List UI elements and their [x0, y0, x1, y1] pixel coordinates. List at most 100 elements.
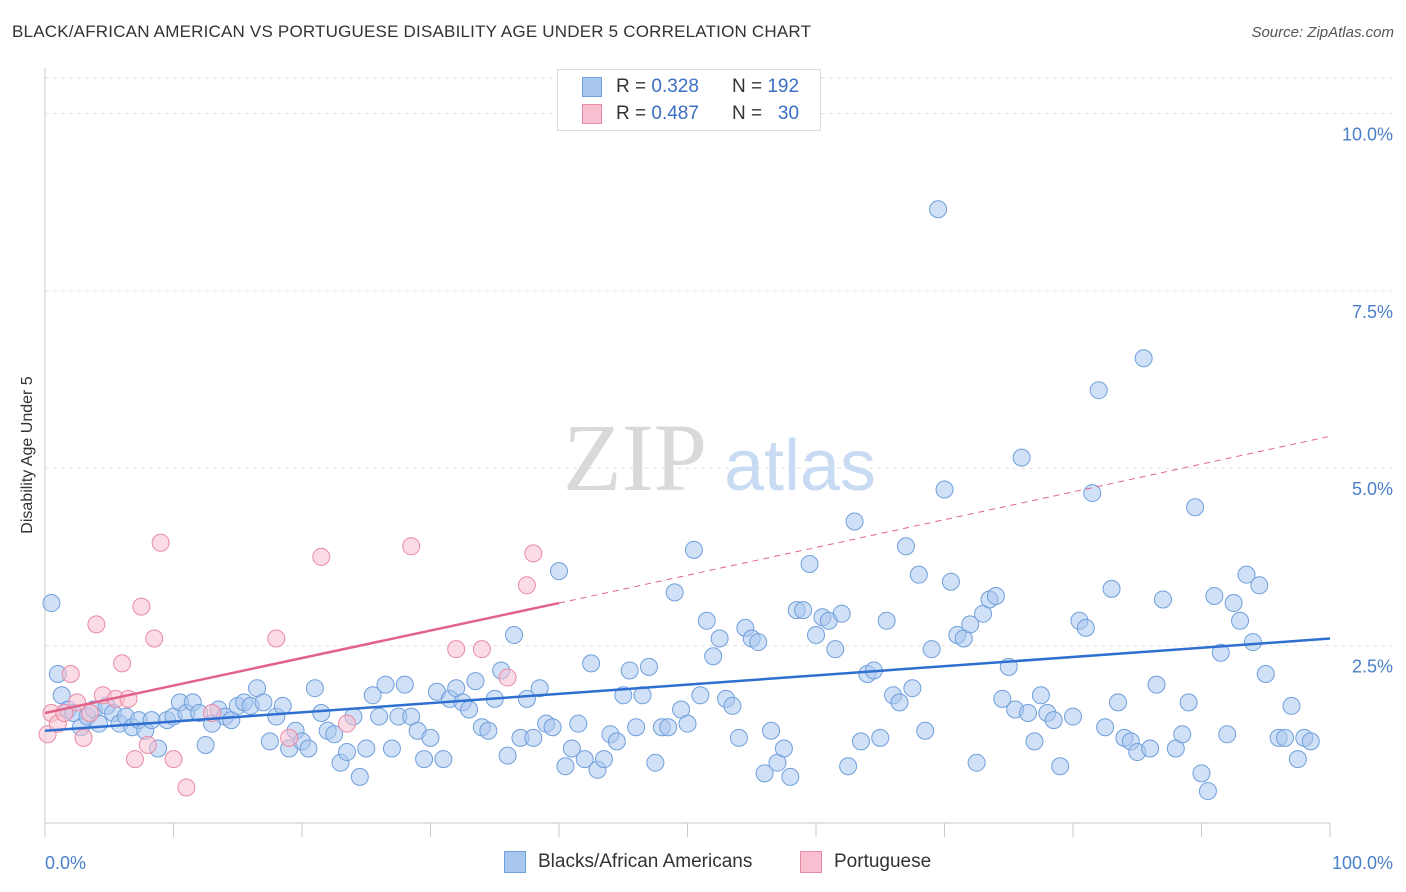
watermark: ZIP atlas: [563, 404, 876, 511]
x-tick-label: 100.0%: [1332, 853, 1393, 873]
chart-source: Source: ZipAtlas.com: [1251, 24, 1394, 41]
point-blacks: [350, 767, 369, 786]
point-blacks: [614, 686, 633, 705]
x-tick-label: 0.0%: [45, 853, 86, 873]
point-portuguese: [472, 640, 491, 659]
point-blacks: [1102, 579, 1121, 598]
legend-r-label: R =: [616, 103, 647, 124]
point-blacks: [1134, 349, 1153, 368]
point-blacks: [543, 718, 562, 737]
watermark-zip: ZIP: [563, 404, 707, 511]
point-blacks: [627, 718, 646, 737]
point-blacks: [1147, 675, 1166, 694]
point-blacks: [196, 735, 215, 754]
point-blacks: [1064, 707, 1082, 726]
point-blacks: [845, 512, 864, 531]
point-blacks: [800, 555, 819, 574]
point-blacks: [337, 743, 356, 762]
point-portuguese: [61, 665, 80, 683]
point-blacks: [1186, 498, 1205, 517]
point-blacks: [807, 625, 825, 644]
point-blacks: [1108, 693, 1127, 712]
point-blacks: [896, 537, 915, 556]
point-blacks: [1288, 750, 1307, 769]
legend-row-portuguese: R = 0.487 N = 30: [582, 102, 799, 126]
point-portuguese: [337, 714, 356, 733]
point-blacks: [1224, 594, 1243, 613]
point-blacks: [986, 586, 1005, 605]
point-blacks: [530, 679, 549, 698]
point-blacks: [903, 679, 922, 698]
point-blacks: [382, 739, 401, 758]
point-blacks: [607, 732, 626, 751]
point-blacks: [1218, 725, 1237, 744]
point-blacks: [434, 750, 453, 769]
point-portuguese: [280, 728, 299, 747]
legend-n-label: N =: [731, 76, 763, 97]
point-blacks: [620, 661, 639, 680]
legend-swatch-portuguese: [800, 851, 822, 873]
point-blacks: [1250, 576, 1269, 595]
point-portuguese: [312, 547, 331, 566]
point-blacks: [916, 721, 935, 740]
trend-line-portuguese: [44, 601, 560, 715]
point-portuguese: [402, 537, 421, 556]
point-blacks: [723, 696, 742, 715]
legend-item-blacks[interactable]: Blacks/African Americans: [504, 851, 752, 873]
legend-swatch-portuguese: [582, 104, 602, 124]
point-blacks: [1153, 590, 1172, 609]
point-blacks: [466, 672, 485, 691]
point-blacks: [639, 657, 658, 676]
point-blacks: [299, 739, 318, 758]
point-blacks: [781, 767, 800, 786]
point-blacks: [826, 640, 845, 659]
point-portuguese: [517, 576, 536, 595]
legend-r-value: 0.328: [651, 76, 699, 97]
watermark-atlas: atlas: [724, 426, 876, 506]
point-portuguese: [177, 778, 196, 797]
legend-swatch-blacks: [582, 77, 602, 97]
stats-legend: R = 0.328 N = 192 R = 0.487 N = 30: [557, 69, 821, 131]
point-blacks: [325, 725, 344, 744]
point-blacks: [935, 480, 954, 499]
point-blacks: [929, 200, 948, 219]
point-blacks: [1301, 732, 1320, 751]
point-blacks: [704, 647, 723, 666]
point-portuguese: [447, 640, 466, 659]
point-blacks: [1044, 711, 1063, 730]
point-blacks: [967, 753, 986, 772]
point-blacks: [460, 700, 479, 719]
point-blacks: [1019, 704, 1038, 723]
point-blacks: [1231, 611, 1250, 630]
grid-lines: [45, 77, 1393, 647]
point-blacks: [755, 764, 774, 783]
point-portuguese: [267, 629, 286, 648]
point-blacks: [1192, 764, 1211, 783]
point-blacks: [312, 704, 331, 723]
point-blacks: [517, 689, 536, 708]
point-blacks: [415, 750, 434, 769]
legend-item-portuguese[interactable]: Portuguese: [800, 851, 931, 873]
point-portuguese: [87, 615, 106, 634]
point-blacks: [1243, 633, 1262, 652]
point-blacks: [575, 750, 594, 769]
point-blacks: [305, 679, 324, 698]
point-blacks: [1025, 732, 1044, 751]
point-blacks: [1205, 586, 1224, 605]
point-portuguese: [132, 597, 151, 616]
y-tick-label: 2.5%: [1352, 657, 1393, 677]
point-blacks: [871, 728, 890, 747]
trend-lines: [44, 435, 1331, 733]
legend-row-blacks: R = 0.328 N = 192: [582, 75, 799, 99]
point-blacks: [1076, 618, 1095, 637]
point-blacks: [42, 594, 61, 613]
point-blacks: [684, 540, 703, 559]
point-portuguese: [145, 629, 164, 648]
point-blacks: [993, 689, 1012, 708]
point-blacks: [1141, 739, 1160, 758]
point-blacks: [1211, 643, 1230, 662]
point-blacks: [1179, 693, 1198, 712]
point-blacks: [877, 611, 896, 630]
point-blacks: [691, 686, 710, 705]
